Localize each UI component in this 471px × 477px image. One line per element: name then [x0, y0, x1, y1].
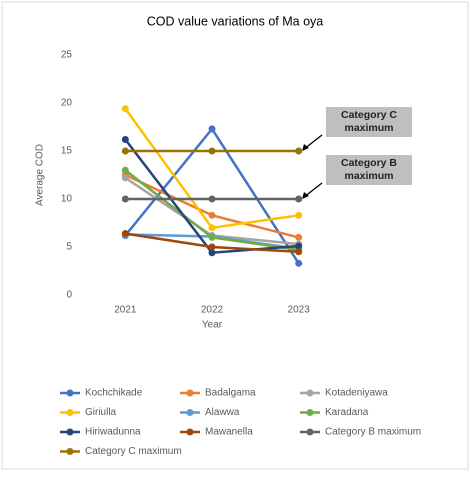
data-point: [121, 174, 129, 182]
legend-label: Giriulla: [85, 407, 117, 418]
y-tick-label: 25: [61, 50, 73, 61]
legend-marker: [66, 428, 74, 436]
data-point: [121, 147, 129, 155]
data-point: [208, 233, 216, 241]
chart-title: COD value variations of Ma oya: [147, 14, 324, 28]
y-axis-label: Average COD: [35, 144, 46, 206]
x-tick-label: 2022: [201, 305, 224, 316]
data-point: [208, 224, 216, 232]
legend-label: Alawwa: [205, 407, 240, 418]
annotation: Category B maximum: [326, 155, 412, 185]
legend-marker: [186, 428, 194, 436]
legend-label: Mawanella: [205, 427, 253, 438]
legend-label: Badalgama: [205, 388, 256, 399]
data-point: [295, 195, 303, 203]
legend-marker: [306, 409, 314, 416]
legend-marker: [186, 389, 194, 397]
data-point: [208, 195, 216, 203]
data-point: [121, 135, 129, 143]
x-tick-label: 2023: [288, 305, 311, 316]
y-tick-label: 5: [66, 242, 72, 253]
legend-marker: [306, 428, 314, 436]
data-point: [121, 166, 129, 174]
annotation-arrowhead: [302, 192, 309, 199]
annotation-arrowhead: [302, 144, 309, 151]
x-tick-label: 2021: [114, 305, 137, 316]
data-point: [295, 211, 303, 219]
y-tick-label: 0: [66, 290, 72, 301]
data-point: [295, 242, 303, 250]
y-tick-label: 20: [61, 98, 73, 109]
data-point: [295, 147, 303, 155]
legend-label: Category B maximum: [325, 427, 421, 438]
data-point: [121, 230, 129, 238]
data-point: [208, 147, 216, 155]
legend-marker: [306, 389, 314, 397]
data-point: [295, 248, 303, 256]
legend-label: Kotadeniyawa: [325, 388, 388, 399]
x-axis-label: Year: [202, 320, 223, 331]
data-point: [208, 125, 216, 133]
y-tick-label: 10: [61, 194, 73, 205]
y-tick-label: 15: [61, 146, 73, 157]
legend-label: Kochchikade: [85, 388, 143, 399]
data-point: [295, 259, 303, 267]
data-point: [208, 243, 216, 251]
chart-frame: [1, 1, 469, 470]
data-point: [121, 195, 129, 203]
legend-marker: [66, 409, 74, 416]
data-point: [208, 249, 216, 257]
legend-label: Hiriwadunna: [85, 427, 141, 438]
annotation: Category C maximum: [326, 107, 412, 137]
legend-label: Karadana: [325, 407, 369, 418]
data-point: [121, 105, 129, 113]
data-point: [208, 211, 216, 219]
legend-marker: [66, 448, 74, 455]
legend-label: Category C maximum: [85, 446, 182, 457]
data-point: [295, 233, 303, 241]
legend-marker: [66, 389, 74, 397]
legend-marker: [186, 409, 194, 416]
